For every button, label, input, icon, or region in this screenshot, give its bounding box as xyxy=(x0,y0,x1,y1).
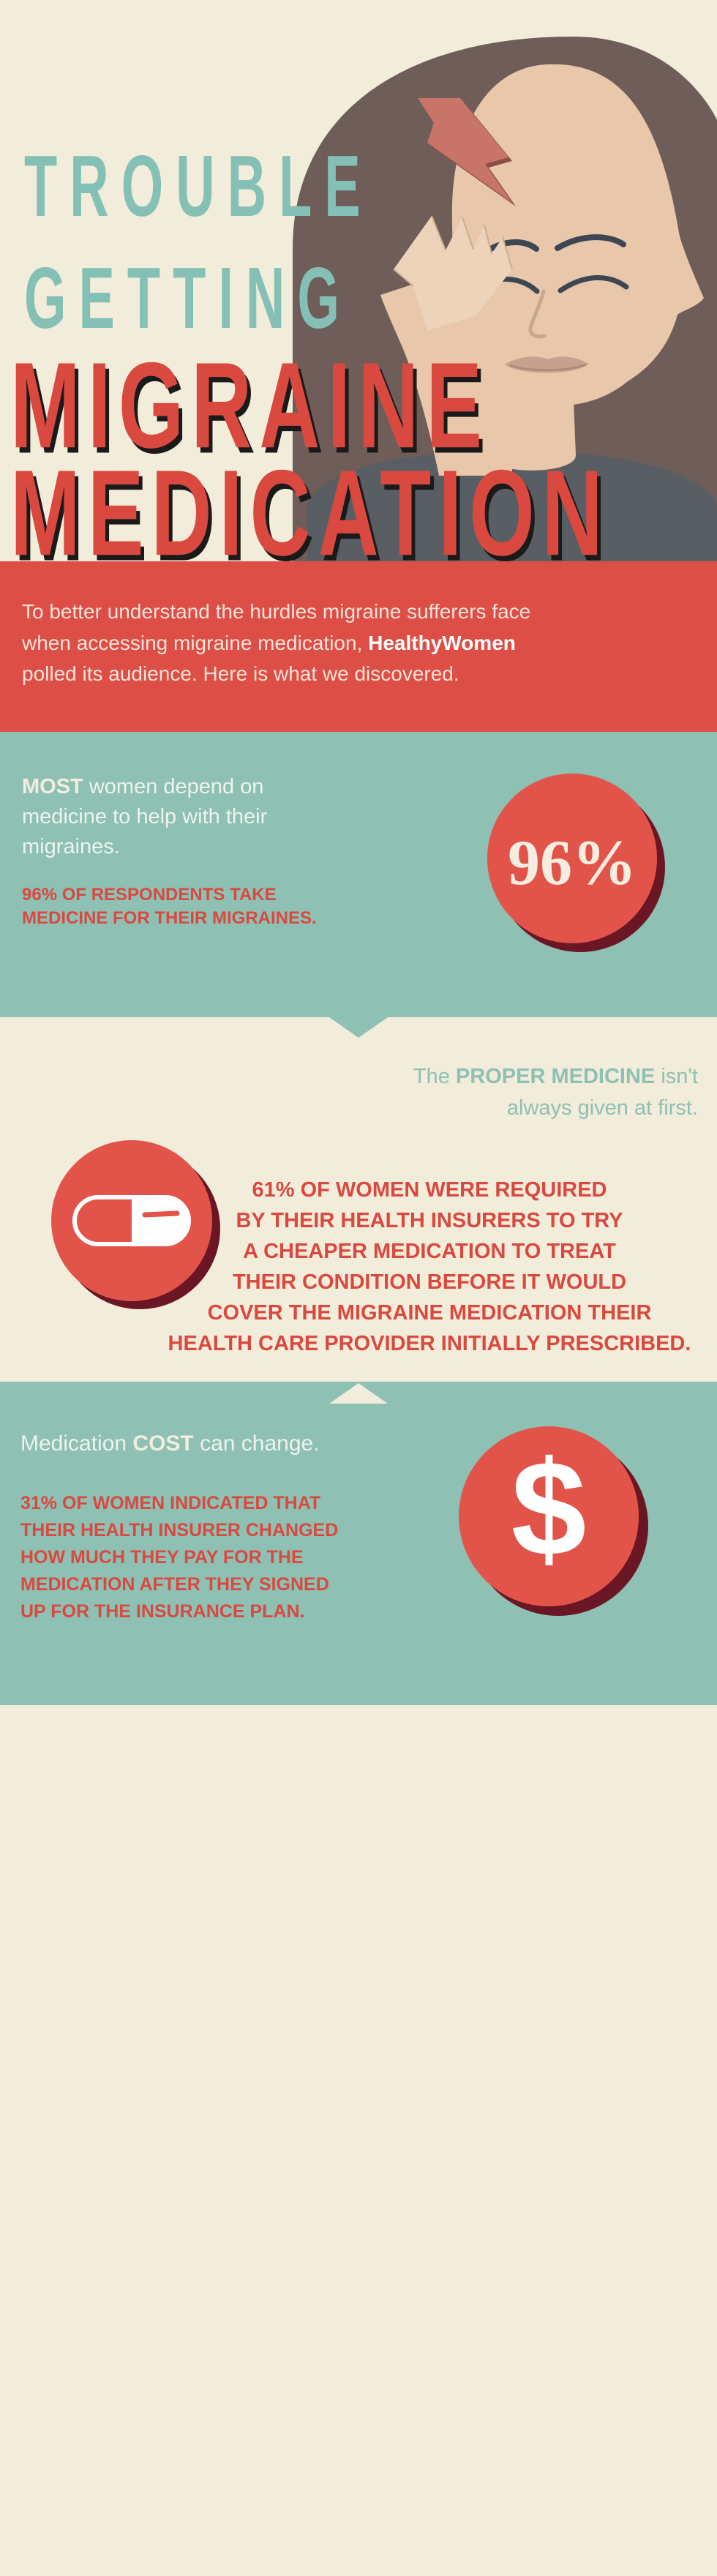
svg-text:$: $ xyxy=(511,1434,587,1584)
svg-text:96%: 96% xyxy=(508,828,637,899)
